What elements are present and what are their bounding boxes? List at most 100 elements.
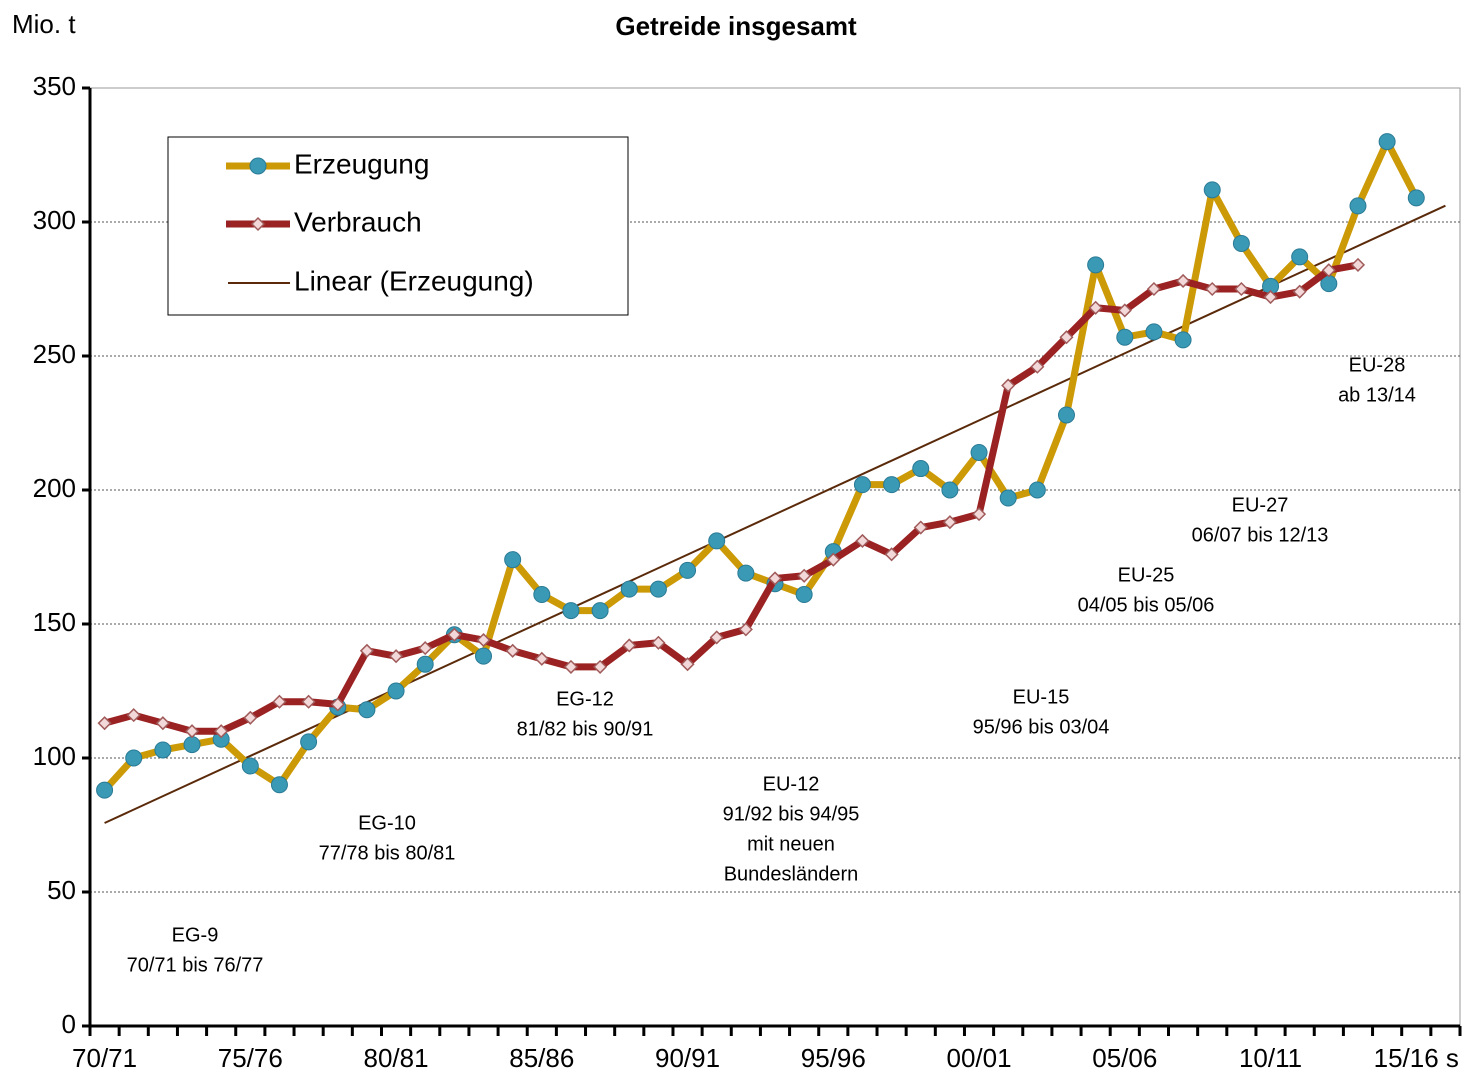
annotation: 06/07 bis 12/13 <box>1192 524 1329 546</box>
marker <box>826 552 841 567</box>
annotation: mit neuen <box>747 833 835 855</box>
marker <box>797 568 812 583</box>
marker <box>593 659 608 674</box>
marker <box>97 716 112 731</box>
marker <box>767 571 783 586</box>
x-tick-label: 90/91 <box>655 1043 720 1073</box>
marker <box>1232 234 1250 252</box>
marker <box>1234 281 1249 297</box>
series-line <box>101 138 1420 793</box>
x-tick-label: 80/81 <box>364 1043 429 1073</box>
marker <box>1146 281 1162 297</box>
marker <box>649 580 667 598</box>
marker <box>241 757 259 775</box>
y-tick-label: 350 <box>33 71 76 101</box>
marker <box>591 602 609 620</box>
annotation: EU-27 <box>1232 494 1289 516</box>
marker <box>504 551 522 569</box>
chart-title: Getreide insgesamt <box>615 11 857 41</box>
annotation: EG-9 <box>172 924 219 946</box>
marker <box>126 708 141 723</box>
annotation: 81/82 bis 90/91 <box>517 718 654 740</box>
marker <box>154 741 172 759</box>
marker <box>330 697 345 712</box>
marker <box>1087 256 1105 274</box>
x-tick-label: 75/76 <box>218 1043 283 1073</box>
marker <box>709 630 724 645</box>
x-tick-label: 10/11 <box>1239 1043 1302 1073</box>
marker <box>942 515 957 530</box>
marker <box>270 776 288 794</box>
x-tick-label: 70/71 <box>72 1043 137 1073</box>
marker <box>301 694 316 709</box>
marker <box>1174 331 1192 349</box>
marker <box>1176 273 1191 289</box>
marker <box>651 635 666 650</box>
marker <box>941 481 959 499</box>
marker <box>184 724 200 739</box>
y-tick-label: 200 <box>33 473 76 503</box>
marker <box>912 460 930 478</box>
marker <box>679 561 697 579</box>
marker <box>708 532 726 550</box>
y-tick-label: 0 <box>62 1009 76 1039</box>
marker <box>1291 248 1309 266</box>
marker <box>155 716 170 731</box>
y-tick-label: 150 <box>33 607 76 637</box>
marker <box>913 520 928 535</box>
y-axis-label: Mio. t <box>12 9 76 39</box>
marker <box>737 564 755 582</box>
marker <box>389 649 404 664</box>
x-tick-label: 05/06 <box>1092 1043 1157 1073</box>
marker <box>971 507 987 522</box>
marker <box>1088 300 1103 315</box>
y-tick-label: 300 <box>33 205 76 235</box>
y-tick-label: 50 <box>47 875 76 905</box>
marker <box>1116 328 1134 346</box>
marker <box>1059 330 1074 345</box>
annotation: EG-12 <box>556 688 614 710</box>
marker <box>883 476 901 494</box>
annotation: 70/71 bis 76/77 <box>127 954 264 976</box>
marker <box>125 749 143 767</box>
marker <box>1263 289 1278 305</box>
marker <box>359 643 374 658</box>
x-tick-label: 85/86 <box>509 1043 574 1073</box>
annotation: ab 13/14 <box>1338 384 1416 406</box>
marker <box>622 638 637 653</box>
marker <box>1001 378 1016 393</box>
marker <box>855 533 870 548</box>
marker <box>533 586 551 604</box>
marker <box>1292 284 1307 299</box>
marker <box>1349 197 1367 215</box>
legend-label: Linear (Erzeugung) <box>294 265 534 296</box>
marker <box>534 651 549 666</box>
legend-marker <box>250 216 266 232</box>
marker <box>1030 359 1045 374</box>
marker <box>476 633 491 648</box>
marker <box>1350 257 1366 272</box>
y-tick-label: 250 <box>33 339 76 369</box>
marker <box>1205 281 1220 297</box>
legend-marker <box>249 157 267 175</box>
marker <box>475 647 493 665</box>
marker <box>795 586 813 604</box>
x-tick-label: 95/96 <box>801 1043 866 1073</box>
marker <box>738 622 753 637</box>
marker <box>416 655 434 673</box>
annotation: 95/96 bis 03/04 <box>973 716 1110 738</box>
marker <box>1145 323 1163 341</box>
marker <box>1203 181 1221 199</box>
x-tick-label: 00/01 <box>947 1043 1012 1073</box>
marker <box>1117 303 1132 318</box>
marker <box>358 701 376 719</box>
marker <box>562 602 580 620</box>
marker <box>680 657 695 672</box>
annotation: 91/92 bis 94/95 <box>723 803 860 825</box>
marker <box>243 710 258 725</box>
annotation: Bundesländern <box>724 863 859 885</box>
marker <box>620 580 638 598</box>
x-tick-label: 15/16 s <box>1374 1043 1459 1073</box>
marker <box>1028 481 1046 499</box>
